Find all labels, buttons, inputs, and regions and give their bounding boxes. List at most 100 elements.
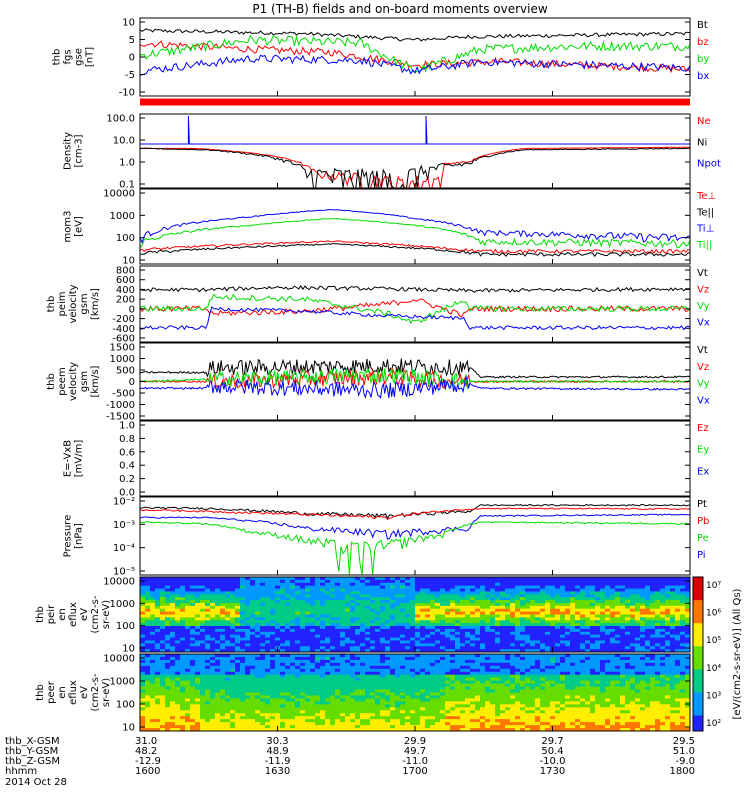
spectrogram-cell (520, 659, 526, 664)
spectrogram-cell (190, 605, 196, 610)
spectrogram-cell (675, 692, 681, 697)
spectrogram-cell (645, 585, 651, 590)
spectrogram-cell (255, 677, 261, 682)
spectrogram-cell (560, 680, 566, 685)
spectrogram-cell (170, 674, 176, 679)
spectrogram-cell (655, 659, 661, 664)
spectrogram-cell (355, 608, 361, 613)
spectrogram-cell (210, 686, 216, 691)
spectrogram-cell (170, 588, 176, 593)
spectrogram-cell (185, 585, 191, 590)
spectrogram-cell (645, 597, 651, 601)
spectrogram-cell (515, 683, 521, 688)
spectrogram-cell (160, 577, 166, 581)
spectrogram-cell (445, 585, 451, 590)
spectrogram-cell (160, 600, 166, 604)
spectrogram-cell (295, 582, 301, 587)
spectrogram-cell (210, 620, 216, 624)
spectrogram-cell (290, 634, 296, 639)
spectrogram-cell (585, 695, 591, 700)
spectrogram-cell (680, 698, 686, 702)
spectrogram-cell (630, 654, 636, 658)
spectrogram-cell (330, 692, 336, 697)
spectrogram-cell (585, 614, 591, 618)
spectrogram-cell (680, 577, 686, 581)
spectrogram-cell (270, 698, 276, 702)
spectrogram-cell (300, 600, 306, 604)
spectrogram-cell (525, 626, 531, 630)
spectrogram-cell (640, 602, 646, 607)
spectrogram-cell (225, 597, 231, 601)
spectrogram-cell (545, 686, 551, 691)
spectrogram-cell (330, 626, 336, 630)
spectrogram-cell (680, 692, 686, 697)
spectrogram-cell (180, 701, 186, 705)
spectrogram-cell (365, 646, 371, 650)
spectrogram-cell (490, 591, 496, 595)
spectrogram-cell (145, 640, 151, 644)
legend-Ex: Ex (697, 466, 709, 477)
spectrogram-cell (465, 695, 471, 700)
spectrogram-cell (375, 686, 381, 691)
spectrogram-cell (350, 582, 356, 587)
spectrogram-cell (645, 628, 651, 633)
spectrogram-cell (535, 608, 541, 613)
spectrogram-cell (300, 656, 306, 661)
spectrogram-cell (280, 640, 286, 644)
spectrogram-cell (195, 662, 201, 667)
spectrogram-cell (400, 654, 406, 658)
spectrogram-cell (640, 577, 646, 581)
spectrogram-cell (640, 686, 646, 691)
spectrogram-cell (535, 692, 541, 697)
spectrogram-cell (340, 646, 346, 650)
ytick-label: 100.0 (106, 114, 135, 125)
spectrogram-cell (535, 582, 541, 587)
spectrogram-cell (625, 614, 631, 618)
spectrogram-cell (530, 597, 536, 601)
spectrogram-cell (540, 600, 546, 604)
spectrogram-cell (375, 649, 381, 652)
spectrogram-cell (530, 665, 536, 670)
spectrogram-cell (675, 656, 681, 661)
spectrogram-cell (555, 620, 561, 624)
spectrogram-cell (220, 617, 226, 621)
spectrogram-cell (230, 656, 236, 661)
spectrogram-cell (210, 695, 216, 700)
spectrogram-cell (525, 671, 531, 676)
spectrogram-cell (550, 577, 556, 581)
spectrogram-cell (175, 659, 181, 664)
spectrogram-cell (625, 654, 631, 658)
spectrogram-cell (215, 649, 221, 652)
spectrogram-cell (430, 637, 436, 642)
spectrogram-cell (295, 611, 301, 616)
ytick-label: -500 (112, 389, 135, 400)
spectrogram-cell (225, 689, 231, 694)
spectrogram-cell (425, 668, 431, 673)
spectrogram-cell (575, 654, 581, 658)
spectrogram-cell (550, 659, 556, 664)
spectrogram-cell (320, 680, 326, 685)
spectrogram-cell (205, 689, 211, 694)
spectrogram-cell (595, 579, 601, 584)
spectrogram-cell (230, 649, 236, 652)
spectrogram-cell (660, 656, 666, 661)
spectrogram-cell (405, 674, 411, 679)
spectrogram-cell (625, 668, 631, 673)
spectrogram-cell (310, 628, 316, 633)
spectrogram-cell (160, 591, 166, 595)
spectrogram-cell (230, 620, 236, 624)
spectrogram-cell (360, 628, 366, 633)
spectrogram-cell (610, 634, 616, 639)
spectrogram-cell (505, 623, 511, 627)
spectrogram-cell (475, 608, 481, 613)
spectrogram-cell (260, 608, 266, 613)
spectrogram-cell (145, 602, 151, 607)
spectrogram-cell (630, 665, 636, 670)
spectrogram-cell (280, 588, 286, 593)
spectrogram-cell (335, 683, 341, 688)
spectrogram-cell (470, 588, 476, 593)
spectrogram-cell (145, 698, 151, 702)
spectrogram-cell (585, 600, 591, 604)
spectrogram-cell (430, 631, 436, 636)
